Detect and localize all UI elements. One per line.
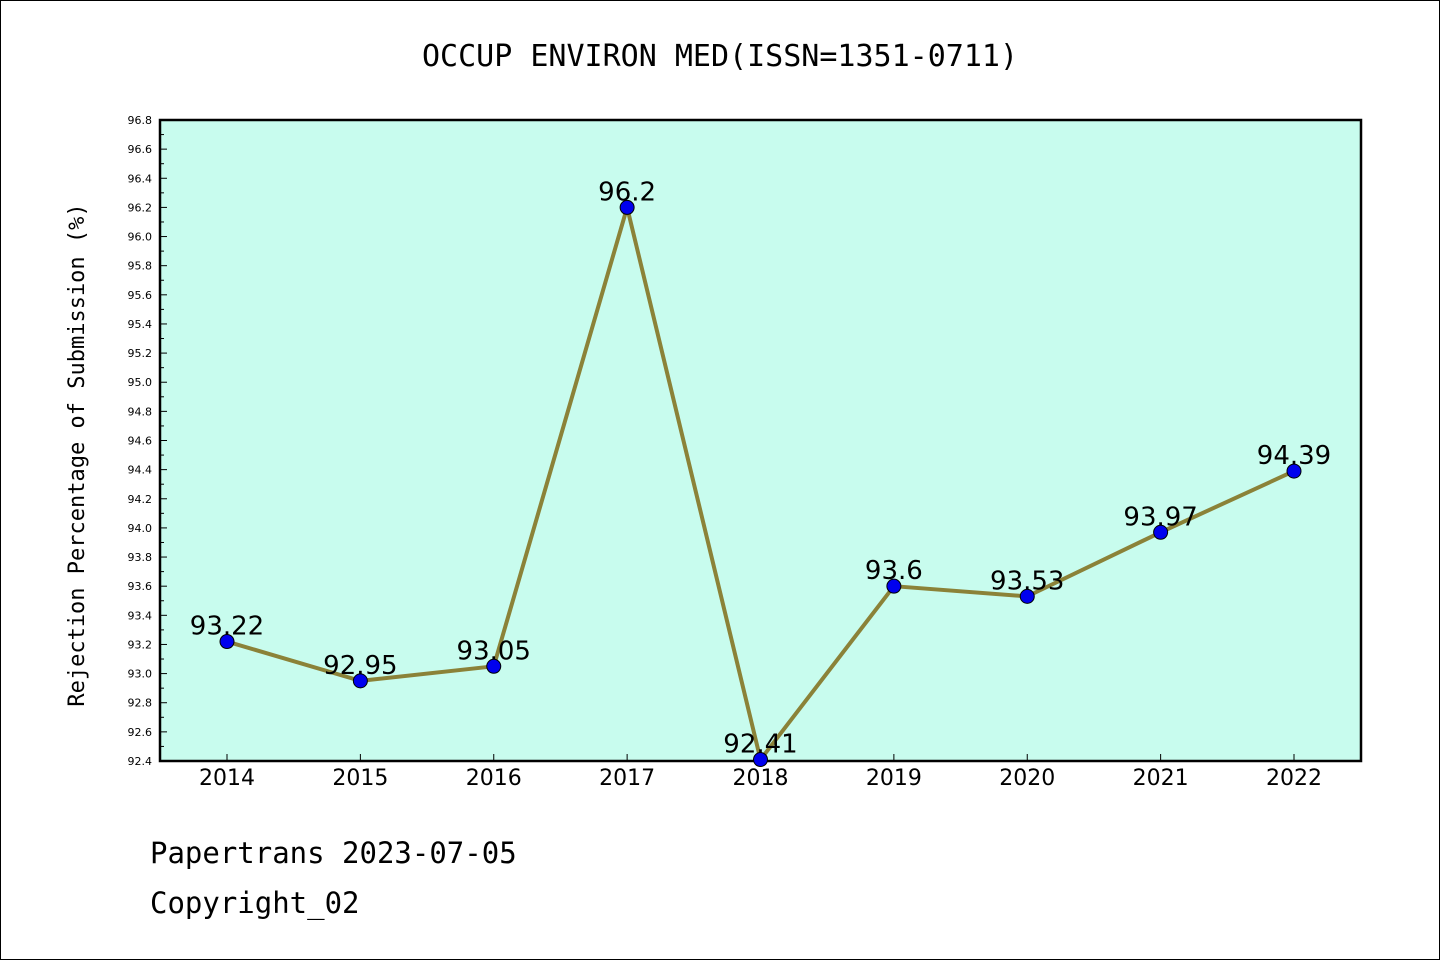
y-tick-label: 93.8 — [128, 551, 153, 564]
y-tick-label: 94.8 — [128, 405, 153, 418]
x-tick-label: 2014 — [199, 766, 255, 791]
data-point — [1019, 588, 1035, 604]
data-label: 92.41 — [723, 730, 797, 760]
plot-area — [158, 118, 1363, 763]
data-point — [486, 658, 502, 674]
series-line — [219, 199, 1302, 768]
y-tick-label: 96.4 — [128, 172, 153, 185]
y-tick-label: 95.6 — [128, 289, 153, 302]
data-point — [352, 673, 368, 689]
y-tick-label: 93.4 — [128, 609, 153, 622]
y-tick-label: 94.2 — [128, 493, 153, 506]
data-point — [619, 199, 635, 215]
data-point — [886, 578, 902, 594]
y-tick-label: 94.6 — [128, 435, 153, 448]
data-label: 96.2 — [598, 177, 656, 207]
data-label: 93.6 — [865, 556, 923, 586]
footer-date: Papertrans 2023-07-05 — [150, 836, 517, 870]
x-tick-label: 2019 — [866, 766, 922, 791]
y-tick-label: 92.6 — [128, 726, 153, 739]
y-tick-label: 95.4 — [128, 318, 153, 331]
data-label: 93.53 — [990, 566, 1064, 596]
x-tick-label: 2017 — [599, 766, 655, 791]
y-tick-label: 93.0 — [128, 668, 153, 681]
data-point — [219, 634, 235, 650]
x-tick-label: 2015 — [332, 766, 388, 791]
x-tick-label: 2018 — [733, 766, 789, 791]
data-labels: 93.22 92.95 93.05 96.2 92.41 93.6 93.53 93.97 94… — [190, 177, 1331, 759]
data-label: 93.05 — [457, 636, 531, 666]
y-tick-label: 93.6 — [128, 580, 153, 593]
y-tick-label: 93.2 — [128, 638, 153, 651]
data-point — [1286, 463, 1302, 479]
data-point — [753, 752, 768, 768]
y-tick-label: 96.6 — [128, 143, 153, 156]
y-tick-label: 96.2 — [128, 201, 153, 214]
data-label: 93.97 — [1123, 502, 1197, 532]
x-tick-label: 2016 — [466, 766, 522, 791]
y-tick-label: 92.4 — [128, 755, 153, 768]
data-label: 94.39 — [1257, 441, 1331, 471]
y-tick-label: 95.8 — [128, 260, 153, 273]
y-tick-label: 92.8 — [128, 697, 153, 710]
data-label: 92.95 — [323, 651, 397, 681]
y-tick-label: 96.8 — [128, 114, 153, 127]
y-axis-label: Rejection Percentage of Submission (%) — [65, 203, 90, 706]
y-tick-label: 94.4 — [128, 464, 153, 477]
y-tick-label: 96.0 — [128, 231, 153, 244]
footer-copyright: Copyright_02 — [150, 886, 360, 920]
x-tick-label: 2021 — [1133, 766, 1189, 791]
chart-title: OCCUP ENVIRON MED(ISSN=1351-0711) — [422, 39, 1018, 74]
y-tick-label: 95.0 — [128, 376, 153, 389]
x-tick-label: 2022 — [1266, 766, 1322, 791]
x-tick-label: 2020 — [999, 766, 1055, 791]
y-tick-label: 94.0 — [128, 522, 153, 535]
x-axis: 2014 2015 2016 2017 2018 2019 2020 2021 2022 — [199, 754, 1322, 791]
data-point — [1153, 524, 1169, 540]
data-label: 93.22 — [190, 612, 264, 642]
y-tick-label: 95.2 — [128, 347, 153, 360]
y-axis: 92.4 92.6 92.8 93.0 93.2 93.4 93.6 93.8 94.0 94.2… — [128, 114, 167, 768]
